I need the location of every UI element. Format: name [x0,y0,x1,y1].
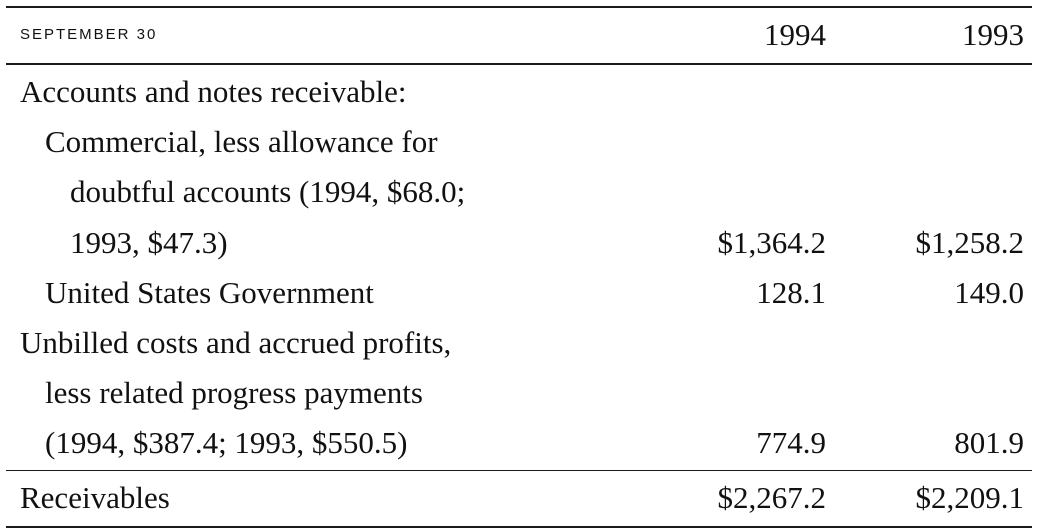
table-row: Accounts and notes receivable: [0,67,1057,117]
table-row: 1993, $47.3) $1,364.2 $1,258.2 [0,218,1057,268]
total-value-1993: $2,209.1 [915,480,1025,515]
row-label: Unbilled costs and accrued profits, [20,325,452,360]
total-value-1994: $2,267.2 [717,480,827,515]
total-row: Receivables $2,267.2 $2,209.1 [0,473,1057,523]
header-year-1994: 1994 [764,17,826,52]
top-rule [6,6,1032,8]
header-date-label: SEPTEMBER 30 [20,26,158,43]
table-row: doubtful accounts (1994, $68.0; [0,167,1057,217]
value-1993: $1,258.2 [915,225,1025,260]
table-row: United States Government 128.1 149.0 [0,268,1057,318]
row-label: Commercial, less allowance for [45,124,438,159]
value-1994: 774.9 [756,425,826,460]
total-rule [6,470,1032,471]
row-label: United States Government [45,275,374,310]
table-row: (1994, $387.4; 1993, $550.5) 774.9 801.9 [0,418,1057,468]
value-1994: 128.1 [756,275,826,310]
value-1993: 801.9 [954,425,1024,460]
header-year-1993: 1993 [962,17,1024,52]
row-label: doubtful accounts (1994, $68.0; [70,174,466,209]
table-row: Commercial, less allowance for [0,117,1057,167]
row-label: Accounts and notes receivable: [20,74,407,109]
row-label: 1993, $47.3) [70,225,228,260]
bottom-rule [6,526,1032,528]
row-label: less related progress payments [45,375,423,410]
total-label: Receivables [20,480,170,515]
value-1993: 149.0 [954,275,1024,310]
value-1994: $1,364.2 [717,225,827,260]
table-row: Unbilled costs and accrued profits, [0,318,1057,368]
header-rule [6,63,1032,65]
row-label: (1994, $387.4; 1993, $550.5) [45,425,408,460]
table-row: less related progress payments [0,368,1057,418]
